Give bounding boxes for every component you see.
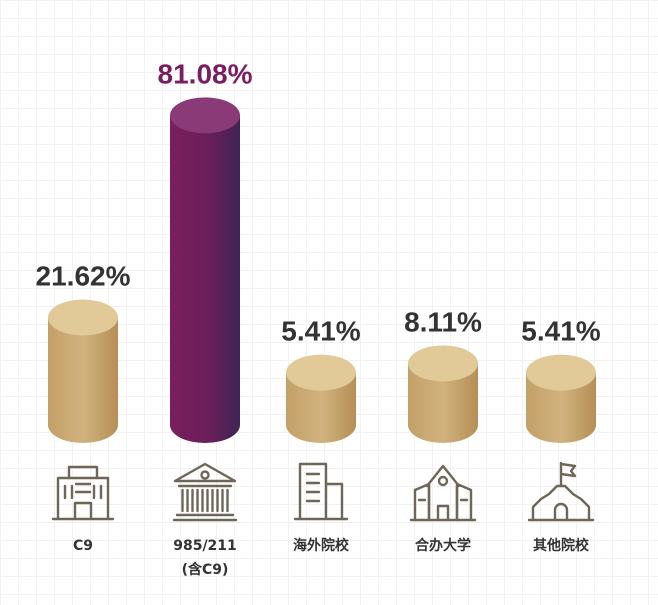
value-label: 8.11% <box>404 306 482 337</box>
bar-body <box>170 115 240 443</box>
bar-top <box>408 345 478 382</box>
bar-3 <box>286 354 356 443</box>
category-label: 985/211 <box>173 538 237 554</box>
bar-5 <box>526 354 596 443</box>
bar-top <box>48 299 118 336</box>
labels-layer: 21.62% C9 81.08% 985/211 (含C9) 5.41% 海外院校 8.11%… <box>36 58 601 578</box>
office-building-icon <box>51 465 115 521</box>
bar-top <box>170 97 240 134</box>
category-label: 海外院校 <box>293 537 350 554</box>
value-label: 81.08% <box>158 58 253 89</box>
bar-1 <box>48 299 118 443</box>
classical-building-icon <box>172 462 238 522</box>
category-label: 其他院校 <box>533 537 590 554</box>
bar-body <box>286 372 356 443</box>
bar-top <box>526 354 596 391</box>
icons-layer <box>51 461 595 522</box>
bar-body <box>408 363 478 443</box>
bar-4 <box>408 345 478 443</box>
category-label: C9 <box>73 538 93 554</box>
tall-building-icon <box>293 462 349 521</box>
value-label: 21.62% <box>36 260 131 291</box>
value-label: 5.41% <box>281 316 360 347</box>
school-icon <box>409 464 477 522</box>
bar-2 <box>170 97 240 443</box>
category-label: (含C9) <box>182 561 229 578</box>
bar-top <box>286 354 356 391</box>
category-label: 合办大学 <box>415 537 471 554</box>
bar-body <box>48 317 118 443</box>
castle-flag-icon <box>527 461 595 522</box>
value-label: 5.41% <box>521 316 600 347</box>
bar-body <box>526 372 596 443</box>
bars-layer <box>48 97 596 443</box>
